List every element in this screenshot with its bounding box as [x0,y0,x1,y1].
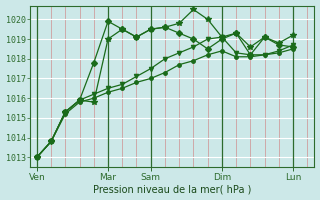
X-axis label: Pression niveau de la mer( hPa ): Pression niveau de la mer( hPa ) [93,184,251,194]
